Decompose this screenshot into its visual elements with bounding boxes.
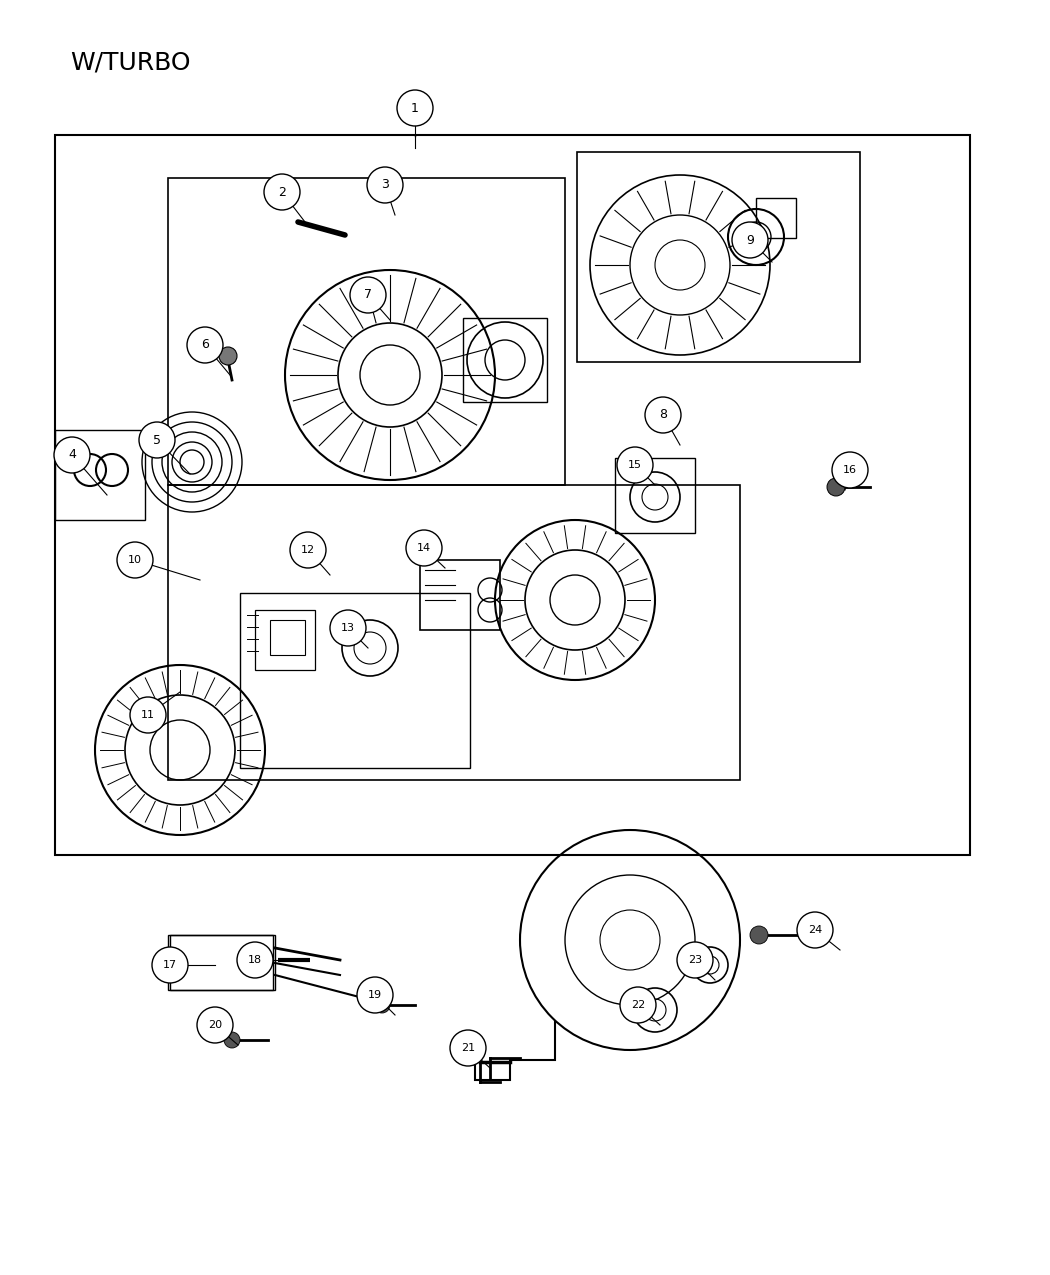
Circle shape — [187, 326, 223, 363]
Bar — [756, 198, 796, 238]
Text: 7: 7 — [364, 288, 372, 301]
Circle shape — [117, 542, 153, 578]
Text: 15: 15 — [628, 460, 642, 470]
Bar — [578, 152, 860, 362]
Text: 20: 20 — [208, 1020, 222, 1030]
Text: 24: 24 — [807, 924, 822, 935]
Circle shape — [450, 1030, 486, 1066]
Text: 23: 23 — [688, 955, 702, 965]
Circle shape — [368, 167, 403, 203]
Circle shape — [645, 397, 681, 434]
Text: 5: 5 — [153, 434, 161, 446]
Circle shape — [732, 222, 768, 258]
Text: 8: 8 — [659, 408, 667, 422]
Text: 10: 10 — [128, 555, 142, 565]
Circle shape — [677, 942, 713, 978]
Circle shape — [406, 530, 442, 566]
Bar — [615, 458, 695, 533]
Circle shape — [197, 1007, 233, 1043]
Bar — [463, 317, 547, 402]
Text: 4: 4 — [68, 449, 76, 462]
Text: 12: 12 — [301, 544, 315, 555]
Circle shape — [374, 997, 390, 1014]
Circle shape — [797, 912, 833, 949]
Circle shape — [290, 532, 326, 567]
Circle shape — [397, 91, 433, 126]
Circle shape — [620, 987, 656, 1023]
Bar — [168, 935, 273, 989]
Text: 17: 17 — [163, 960, 177, 970]
Circle shape — [139, 422, 175, 458]
Text: 16: 16 — [843, 465, 857, 476]
Bar — [420, 560, 500, 630]
Bar — [240, 593, 470, 768]
Circle shape — [617, 448, 653, 483]
Text: 3: 3 — [381, 179, 388, 191]
Circle shape — [219, 347, 237, 365]
Circle shape — [152, 947, 188, 983]
Circle shape — [832, 453, 868, 488]
Text: 11: 11 — [141, 710, 155, 720]
Bar — [255, 609, 315, 669]
Text: 19: 19 — [368, 989, 382, 1000]
Text: 18: 18 — [248, 955, 262, 965]
Bar — [170, 935, 275, 989]
Text: 6: 6 — [201, 338, 209, 352]
Circle shape — [54, 437, 90, 473]
Circle shape — [750, 926, 768, 944]
Circle shape — [130, 697, 166, 733]
Text: 14: 14 — [417, 543, 432, 553]
Text: 2: 2 — [278, 185, 286, 199]
Bar — [270, 620, 304, 655]
Circle shape — [350, 277, 386, 312]
Circle shape — [357, 977, 393, 1014]
Circle shape — [330, 609, 366, 646]
Text: 13: 13 — [341, 623, 355, 632]
Text: 21: 21 — [461, 1043, 475, 1053]
Text: 22: 22 — [631, 1000, 645, 1010]
Text: 1: 1 — [411, 102, 419, 115]
Bar — [55, 135, 970, 856]
Text: 9: 9 — [747, 233, 754, 246]
Circle shape — [264, 173, 300, 210]
Circle shape — [237, 942, 273, 978]
Circle shape — [827, 478, 845, 496]
Text: W/TURBO: W/TURBO — [70, 50, 190, 74]
Bar — [55, 430, 145, 520]
Circle shape — [224, 1031, 240, 1048]
Circle shape — [180, 450, 204, 474]
